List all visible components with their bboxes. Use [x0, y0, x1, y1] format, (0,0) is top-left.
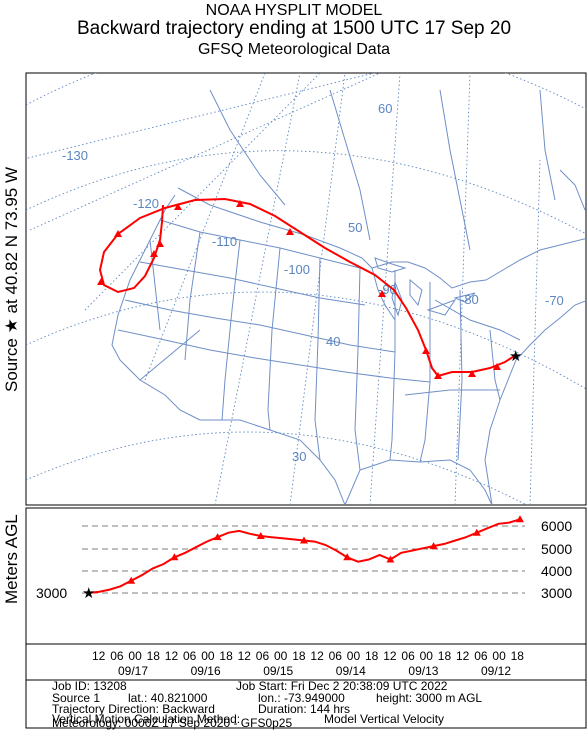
time-hour-label: 12: [238, 649, 252, 663]
lat-label-30: 30: [292, 449, 306, 464]
time-axis: 12 06 00 18 12 06 00 18 12 06 00 18 12 06 00 18 12 06 00 18…: [92, 649, 524, 678]
info-panel-frame: [25, 679, 587, 729]
time-date-label: 09/16: [191, 664, 221, 678]
lat-label-40: 40: [326, 334, 340, 349]
time-hour-label: 00: [274, 649, 288, 663]
time-hour-label: 18: [511, 649, 525, 663]
height-marker: [127, 576, 136, 584]
height-marker: [386, 555, 395, 563]
time-hour-label: 06: [256, 649, 270, 663]
time-hour-label: 18: [219, 649, 233, 663]
time-date-label: 09/14: [336, 664, 366, 678]
trajectory-markers: [97, 200, 501, 379]
job-id: Job ID: 13208: [52, 679, 127, 693]
time-hour-label: 00: [201, 649, 215, 663]
time-hour-label: 18: [365, 649, 379, 663]
graticule-labels: -130 -120 -110 -100 -90 -80 -70 60 50 40…: [62, 101, 564, 464]
time-hour-label: 12: [310, 649, 324, 663]
source-number: Source 1: [52, 691, 101, 705]
lon-label-110: -110: [212, 234, 237, 249]
map-layer: -130 -120 -110 -100 -90 -80 -70 60 50 40…: [26, 73, 586, 505]
time-hour-label: 18: [438, 649, 452, 663]
height-start-label: 3000: [36, 585, 67, 601]
job-start: Job Start: Fri Dec 2 20:38:09 UTC 2022: [236, 679, 448, 693]
height-gridlines: [82, 525, 525, 594]
trajectory-title: Backward trajectory ending at 1500 UTC 1…: [76, 18, 512, 39]
time-axis-frame: [25, 643, 587, 681]
height-marker: [256, 532, 265, 540]
political-borders: [111, 89, 586, 505]
lon-label-120: -120: [133, 196, 159, 211]
time-date-label: 09/15: [263, 664, 293, 678]
height-marker: [213, 533, 222, 541]
height-tick-4000: 4000: [541, 563, 572, 579]
meteorology: Meteorology: 0000Z 17 Sep 2020 - GFS0p25: [52, 716, 293, 730]
time-hour-label: 00: [347, 649, 361, 663]
height-tick-6000: 6000: [541, 518, 572, 534]
trajectory-direction: Trajectory Direction: Backward: [52, 702, 215, 716]
source-lat: lat.: 40.821000: [128, 691, 208, 705]
lon-label-130: -130: [62, 148, 88, 163]
time-date-label: 09/17: [118, 664, 148, 678]
vertical-method-value: Model Vertical Velocity: [324, 712, 445, 726]
trajectory-duration: Duration: 144 hrs: [258, 702, 351, 716]
source-lon: lon.: -73.949000: [258, 691, 345, 705]
time-hour-label: 12: [456, 649, 470, 663]
time-hour-label: 00: [128, 649, 142, 663]
time-hour-label: 12: [92, 649, 106, 663]
lon-label-80: -80: [460, 292, 479, 307]
time-hour-label: 18: [292, 649, 306, 663]
height-panel-frame: [25, 507, 587, 645]
source-star-icon: ★: [509, 348, 522, 365]
time-date-label: 09/12: [481, 664, 511, 678]
height-start-star-icon: ★: [82, 585, 95, 602]
time-hour-label: 00: [420, 649, 434, 663]
vertical-method: Vertical Motion Calculation Method:: [52, 712, 241, 726]
lon-label-70: -70: [545, 293, 564, 308]
time-hour-label: 06: [110, 649, 124, 663]
time-hour-label: 06: [474, 649, 488, 663]
height-marker: [170, 553, 179, 561]
height-marker: [472, 528, 481, 536]
height-tick-5000: 5000: [541, 541, 572, 557]
height-marker: [429, 542, 438, 550]
time-hour-label: 06: [401, 649, 415, 663]
lat-label-60: 60: [378, 101, 392, 116]
lat-label-50: 50: [348, 220, 362, 235]
lon-label-100: -100: [284, 262, 310, 277]
time-hour-label: 06: [183, 649, 197, 663]
time-hour-label: 18: [147, 649, 161, 663]
time-hour-label: 12: [383, 649, 397, 663]
time-hour-label: 00: [492, 649, 506, 663]
time-date-label: 09/13: [408, 664, 438, 678]
time-hour-label: 12: [165, 649, 179, 663]
height-marker: [516, 515, 524, 523]
height-marker: [300, 536, 308, 544]
height-tick-labels: 6000 5000 4000 3000 3000: [36, 518, 572, 601]
longitude-lines: [26, 73, 541, 505]
source-height: height: 3000 m AGL: [376, 691, 483, 705]
height-tick-3000: 3000: [541, 585, 572, 601]
height-marker: [343, 553, 352, 561]
time-hour-label: 06: [329, 649, 343, 663]
model-title: NOAA HYSPLIT MODEL: [205, 2, 383, 19]
meteorology-subtitle: GFSQ Meteorological Data: [197, 41, 391, 58]
map-frame: [25, 72, 587, 506]
height-series: [87, 515, 524, 594]
